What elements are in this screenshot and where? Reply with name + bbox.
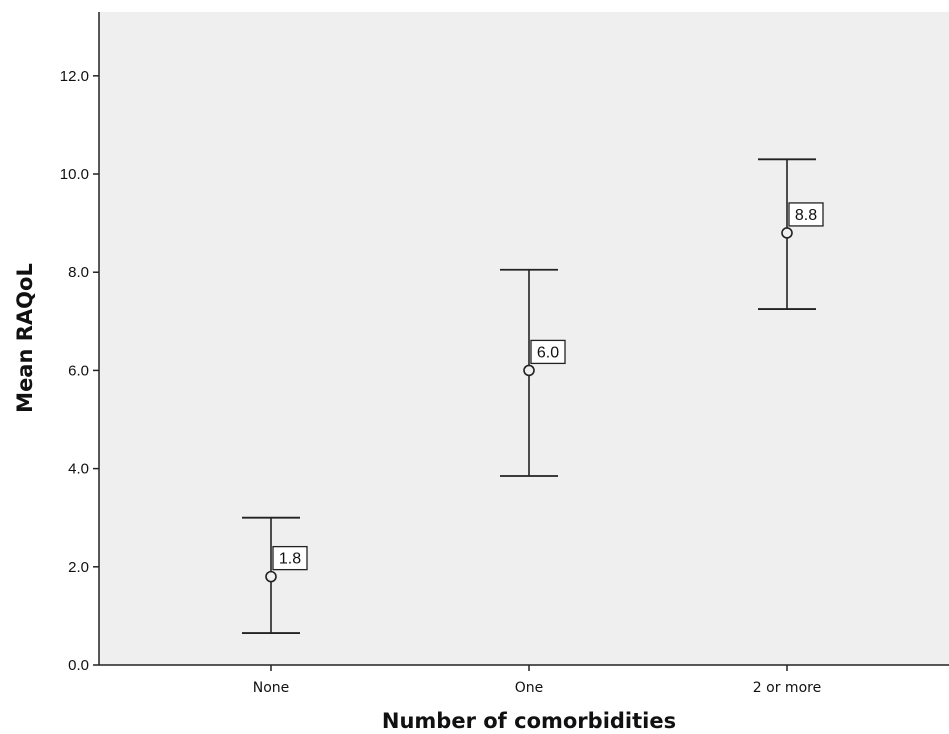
mean-point xyxy=(523,364,535,377)
x-tick-label: 2 or more xyxy=(753,680,821,696)
y-axis-title: Mean RAQoL xyxy=(13,263,37,413)
data-label: 1.8 xyxy=(279,551,301,568)
x-tick-label: One xyxy=(515,680,544,696)
plot-area xyxy=(99,12,949,665)
y-tick-label: 8.0 xyxy=(68,264,89,281)
mean-points xyxy=(265,227,793,583)
y-tick-label: 2.0 xyxy=(68,559,89,576)
y-tick-label: 12.0 xyxy=(60,68,89,85)
data-label: 8.8 xyxy=(795,207,817,224)
x-axis-title: Number of comorbidities xyxy=(382,709,676,733)
y-tick-label: 6.0 xyxy=(68,362,89,379)
data-label: 6.0 xyxy=(537,344,559,361)
mean-point xyxy=(265,570,277,583)
x-axis-ticks: None One 2 or more xyxy=(253,665,821,696)
data-label-box xyxy=(530,339,566,365)
y-tick-label: 4.0 xyxy=(68,461,89,478)
data-label-box xyxy=(788,202,824,227)
data-label-box xyxy=(272,545,308,571)
x-tick-label: None xyxy=(253,680,290,696)
data-labels: 1.8 6.0 8.8 xyxy=(272,202,824,571)
y-tick-label: 0.0 xyxy=(68,657,89,674)
mean-point xyxy=(781,227,793,239)
y-axis-ticks: 0.0 2.0 4.0 6.0 8.0 10.0 12.0 xyxy=(60,68,99,674)
y-tick-label: 10.0 xyxy=(60,166,89,183)
